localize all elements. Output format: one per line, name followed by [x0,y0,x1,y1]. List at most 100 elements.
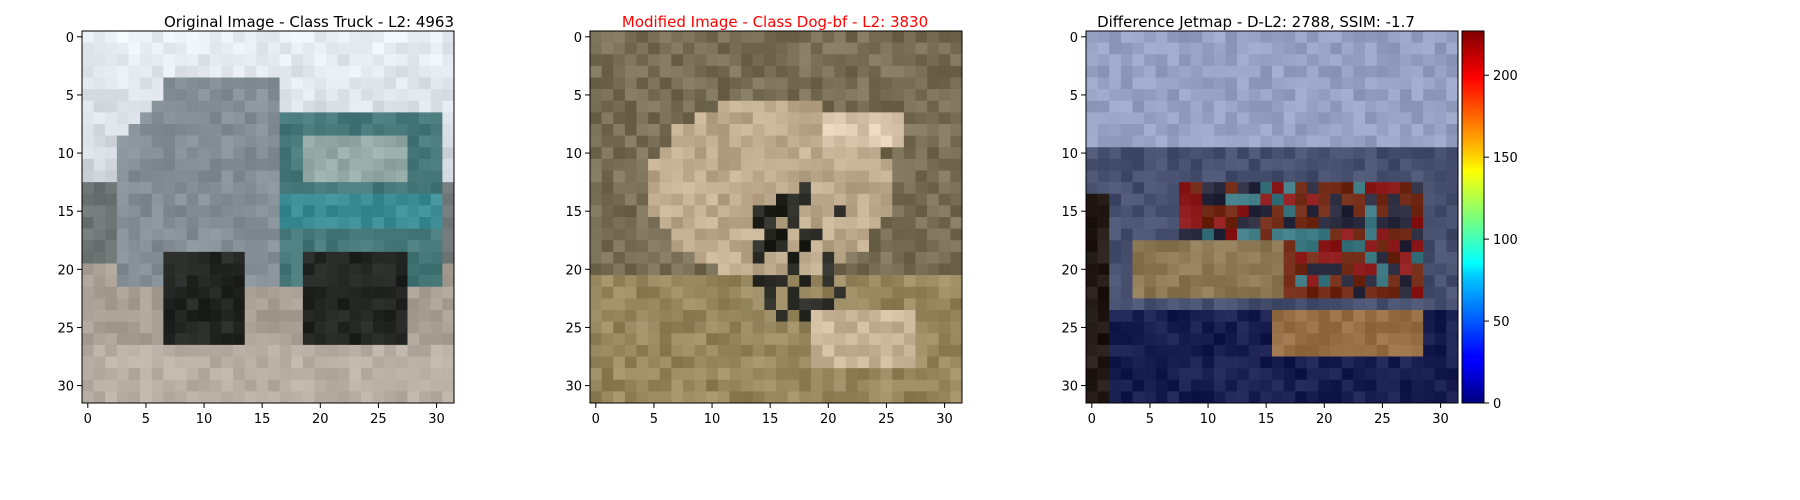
image-pixel [601,31,614,43]
image-pixel [845,182,858,195]
image-pixel [1353,379,1366,392]
image-pixel [1132,344,1145,357]
image-pixel [1155,379,1168,392]
image-pixel [244,124,257,136]
image-pixel [163,379,176,392]
image-pixel [1260,217,1273,229]
image-pixel [128,54,141,67]
image-pixel [1179,158,1191,171]
image-pixel [799,310,812,322]
image-pixel [590,124,602,136]
image-pixel [151,54,164,67]
image-pixel [1411,31,1424,43]
image-pixel [175,65,187,78]
image-pixel [221,65,234,78]
image-pixel [268,100,280,113]
image-pixel [1237,158,1250,171]
image-pixel [82,31,94,43]
image-pixel [915,228,928,241]
image-pixel [116,170,129,183]
image-pixel [1225,263,1238,276]
image-pixel [822,205,835,218]
image-pixel [1365,391,1377,404]
image-pixel [163,368,176,381]
image-pixel [624,77,637,90]
image-pixel [93,147,106,160]
image-pixel [442,321,455,334]
image-pixel [764,205,777,218]
image-pixel [1202,391,1215,404]
image-pixel [927,228,940,241]
image-pixel [1434,298,1447,311]
image-pixel [648,54,661,67]
image-pixel [105,310,118,322]
image-pixel [1120,333,1133,346]
image-pixel [915,65,928,78]
image-pixel [729,228,742,241]
image-pixel [1330,251,1343,264]
image-pixel [279,240,292,253]
image-pixel [787,298,800,311]
image-pixel [384,31,397,43]
image-pixel [175,344,187,357]
image-pixel [741,77,754,90]
image-pixel [128,263,141,276]
image-pixel [209,170,222,183]
image-pixel [1376,286,1389,299]
image-pixel [857,77,870,90]
image-pixel [163,112,176,125]
image-pixel [752,379,765,392]
image-pixel [1411,263,1424,276]
image-pixel [1272,100,1284,113]
image-pixel [1144,344,1157,357]
image-pixel [244,135,257,148]
image-pixel [1341,298,1354,311]
image-pixel [1434,100,1447,113]
image-pixel [648,368,661,381]
image-pixel [869,89,881,102]
image-pixel [671,65,684,78]
image-pixel [683,182,695,195]
image-pixel [82,310,94,322]
image-pixel [601,251,614,264]
image-pixel [1248,65,1261,78]
image-pixel [1132,379,1145,392]
image-pixel [799,170,812,183]
image-pixel [717,112,730,125]
image-pixel [683,379,695,392]
image-pixel [314,182,327,195]
image-pixel [1306,275,1319,288]
image-pixel [116,77,129,90]
image-pixel [1365,205,1377,218]
image-pixel [927,286,940,299]
y-tick-label: 0 [574,31,582,46]
image-pixel [314,391,327,404]
image-pixel [198,251,211,264]
image-pixel [1388,158,1401,171]
image-pixel [1365,275,1377,288]
image-pixel [82,275,94,288]
image-pixel [892,100,905,113]
image-pixel [1167,263,1180,276]
image-pixel [683,217,695,229]
image-pixel [776,89,788,102]
image-pixel [1120,147,1133,160]
image-pixel [601,158,614,171]
image-pixel [1446,100,1459,113]
image-pixel [302,217,315,229]
image-pixel [624,391,637,404]
image-pixel [1155,368,1168,381]
image-pixel [186,147,199,160]
image-pixel [776,124,788,136]
image-pixel [1120,170,1133,183]
y-tick-label: 25 [1061,321,1078,336]
image-pixel [93,182,106,195]
image-pixel [407,205,420,218]
image-pixel [1202,42,1215,55]
image-pixel [903,182,916,195]
image-pixel [764,89,777,102]
image-pixel [1179,344,1191,357]
image-pixel [671,379,684,392]
image-pixel [442,182,455,195]
image-pixel [314,240,327,253]
